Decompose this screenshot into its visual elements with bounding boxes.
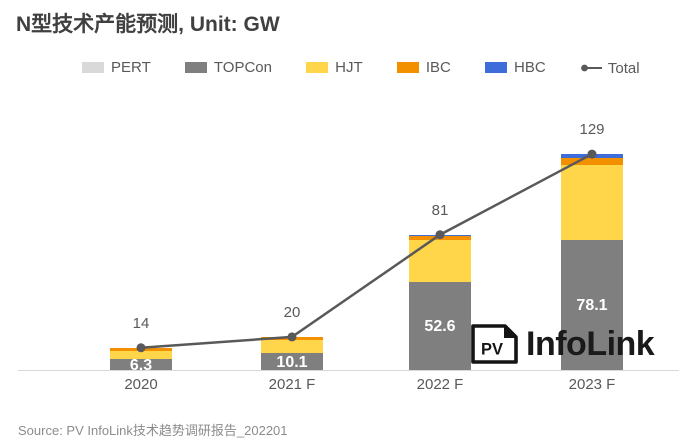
svg-text:PV: PV (481, 341, 503, 359)
